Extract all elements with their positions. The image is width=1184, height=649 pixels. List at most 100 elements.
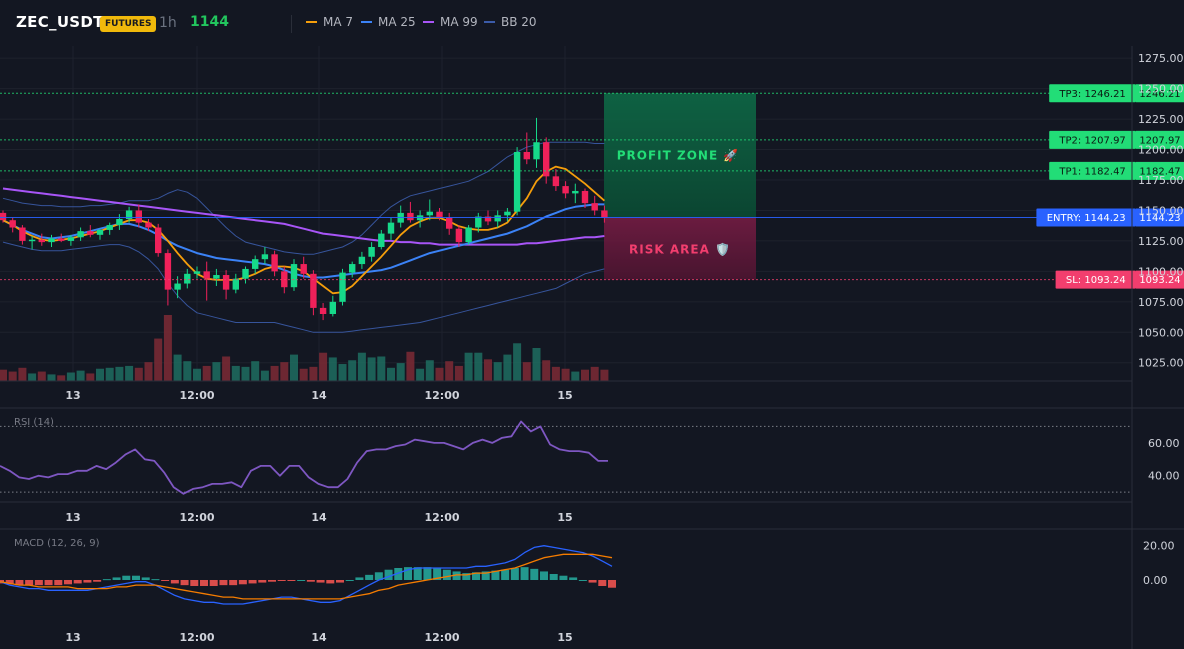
volume-bar-29 <box>280 362 289 381</box>
macd-histogram-bar-25 <box>238 580 247 585</box>
candle-body-4 <box>38 239 45 243</box>
candle-body-39 <box>378 233 385 247</box>
candle-body-50 <box>484 216 492 222</box>
candle-body-28 <box>271 254 278 272</box>
macd-line <box>0 545 613 605</box>
level-tag-tp3 <box>1049 84 1136 103</box>
main-x-tick-label-3: 12:00 <box>424 389 459 402</box>
timeframe-selector[interactable]: 1h <box>159 15 177 31</box>
macd-x-tick-label-1: 12:00 <box>179 631 214 644</box>
volume-bar-16 <box>154 338 163 381</box>
volume-bar-49 <box>474 352 483 381</box>
candle-body-55 <box>533 142 540 160</box>
candle-body-37 <box>358 256 366 265</box>
macd-histogram-bar-8 <box>73 580 82 584</box>
macd-histogram-bar-44 <box>423 567 432 580</box>
level-tag-text-tp1: TP1: 1182.47 <box>1058 166 1125 177</box>
macd-tick-label-1: 20.00 <box>1143 540 1175 553</box>
candle-body-34 <box>329 301 336 314</box>
macd-histogram-bar-31 <box>297 580 306 581</box>
volume-bar-52 <box>503 354 512 381</box>
level-tag-text-tp3: TP3: 1246.21 <box>1058 89 1125 100</box>
volume-bar-43 <box>416 368 425 381</box>
legend-label-ma25: MA 25 <box>378 15 416 29</box>
candle-body-57 <box>552 176 560 187</box>
macd-histogram-bar-6 <box>54 580 63 586</box>
volume-bar-39 <box>377 356 386 381</box>
volume-bar-4 <box>37 371 46 381</box>
candle-body-38 <box>368 247 375 257</box>
level-axis-text-entry: 1144.23 <box>1139 213 1180 224</box>
macd-histogram-bar-50 <box>481 571 490 580</box>
legend-ma25[interactable]: MA 25 <box>361 15 416 29</box>
candle-body-20 <box>193 271 201 274</box>
macd-histogram-bar-36 <box>345 580 354 581</box>
macd-histogram-bar-42 <box>404 567 412 580</box>
macd-histogram-bar-28 <box>268 580 276 582</box>
rsi-tick-label-1: 60.00 <box>1148 437 1180 450</box>
macd-histogram-bar-14 <box>132 575 140 580</box>
candle-body-2 <box>19 227 26 241</box>
volume-bar-32 <box>309 366 318 381</box>
volume-bar-3 <box>28 373 37 381</box>
risk-zone <box>604 217 756 280</box>
risk-zone-label: RISK AREA 🛡️ <box>629 243 731 257</box>
macd-histogram-bar-11 <box>102 579 111 581</box>
volume-bar-44 <box>425 360 434 381</box>
legend-ma7[interactable]: MA 7 <box>306 15 353 29</box>
volume-bar-50 <box>484 359 492 381</box>
volume-bar-31 <box>299 368 308 381</box>
volume-bar-45 <box>435 367 444 381</box>
candle-body-27 <box>261 254 269 260</box>
price-tick-label-2: 1075.00 <box>1138 296 1184 309</box>
volume-bar-37 <box>357 352 366 381</box>
legend-swatch-bb20 <box>484 21 495 23</box>
ma99-line <box>2 187 605 246</box>
volume-bar-41 <box>396 363 405 381</box>
legend-ma99[interactable]: MA 99 <box>423 15 478 29</box>
price-tick-label-5: 1150.00 <box>1138 204 1184 217</box>
macd-histogram-bar-52 <box>501 569 510 580</box>
candle-body-49 <box>475 216 482 228</box>
macd-histogram-bar-3 <box>25 580 34 586</box>
candle-body-21 <box>203 271 210 279</box>
bb-upper-line <box>2 141 605 255</box>
legend-bb20[interactable]: BB 20 <box>484 15 537 29</box>
main-x-tick-label-0: 13 <box>65 389 80 402</box>
rsi-x-tick-label-2: 14 <box>311 511 327 524</box>
rsi-pane-title: RSI (14) <box>14 417 54 428</box>
candle-body-25 <box>242 268 249 279</box>
volume-bar-11 <box>105 367 114 381</box>
rsi-x-tick-label-4: 15 <box>557 511 572 524</box>
macd-tick-label-0: 0.00 <box>1143 574 1168 587</box>
volume-bar-1 <box>8 371 17 381</box>
macd-histogram-bar-32 <box>306 580 315 582</box>
macd-histogram-bar-53 <box>510 568 519 580</box>
macd-pane-title: MACD (12, 26, 9) <box>14 538 100 549</box>
legend-label-ma7: MA 7 <box>323 15 354 29</box>
candle-body-42 <box>407 212 414 221</box>
level-tag-tp1 <box>1049 161 1136 180</box>
macd-histogram-bar-35 <box>336 580 344 583</box>
level-axis-text-tp2: 1207.97 <box>1139 135 1180 146</box>
macd-histogram-bar-33 <box>316 580 325 583</box>
macd-histogram-bar-34 <box>326 580 335 584</box>
candle-body-47 <box>455 228 463 243</box>
price-tick-label-9: 1250.00 <box>1138 83 1184 96</box>
macd-histogram-bar-63 <box>608 580 616 588</box>
macd-histogram-bar-59 <box>569 577 578 580</box>
volume-bar-48 <box>464 352 473 381</box>
volume-bar-18 <box>173 354 182 381</box>
level-axis-text-sl: 1093.24 <box>1139 275 1180 286</box>
level-tag-text-entry: ENTRY: 1144.23 <box>1047 213 1126 224</box>
macd-histogram-bar-29 <box>277 580 286 581</box>
macd-histogram-bar-62 <box>598 580 607 586</box>
candle-body-7 <box>67 237 75 241</box>
symbol-name[interactable]: ZEC_USDT <box>16 13 104 31</box>
macd-histogram-bar-30 <box>287 580 296 581</box>
macd-histogram-bar-41 <box>394 568 403 580</box>
candle-body-8 <box>77 231 84 238</box>
candle-body-31 <box>300 264 307 274</box>
macd-histogram-bar-38 <box>365 574 374 580</box>
